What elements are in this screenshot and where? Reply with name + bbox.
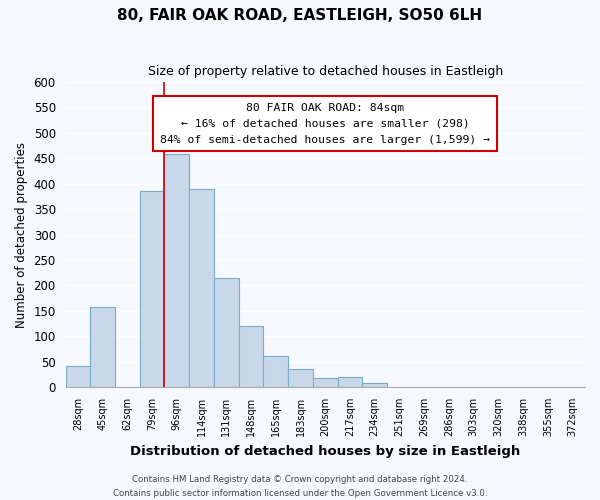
Bar (362, 383, 387, 387)
Bar (288, 370, 313, 387)
Bar (263, 356, 288, 387)
Bar (164, 154, 189, 387)
Y-axis label: Number of detached properties: Number of detached properties (15, 142, 28, 328)
X-axis label: Distribution of detached houses by size in Eastleigh: Distribution of detached houses by size … (130, 444, 520, 458)
Title: Size of property relative to detached houses in Eastleigh: Size of property relative to detached ho… (148, 65, 503, 78)
Bar (65, 366, 90, 387)
Bar (140, 192, 164, 387)
Bar (338, 377, 362, 387)
Bar (239, 326, 263, 387)
Bar (189, 188, 214, 387)
Text: 80 FAIR OAK ROAD: 84sqm
← 16% of detached houses are smaller (298)
84% of semi-d: 80 FAIR OAK ROAD: 84sqm ← 16% of detache… (160, 104, 490, 144)
Text: 80, FAIR OAK ROAD, EASTLEIGH, SO50 6LH: 80, FAIR OAK ROAD, EASTLEIGH, SO50 6LH (118, 8, 482, 22)
Bar (90, 306, 115, 387)
Bar (313, 378, 338, 387)
Text: Contains HM Land Registry data © Crown copyright and database right 2024.
Contai: Contains HM Land Registry data © Crown c… (113, 476, 487, 498)
Bar (214, 278, 239, 387)
